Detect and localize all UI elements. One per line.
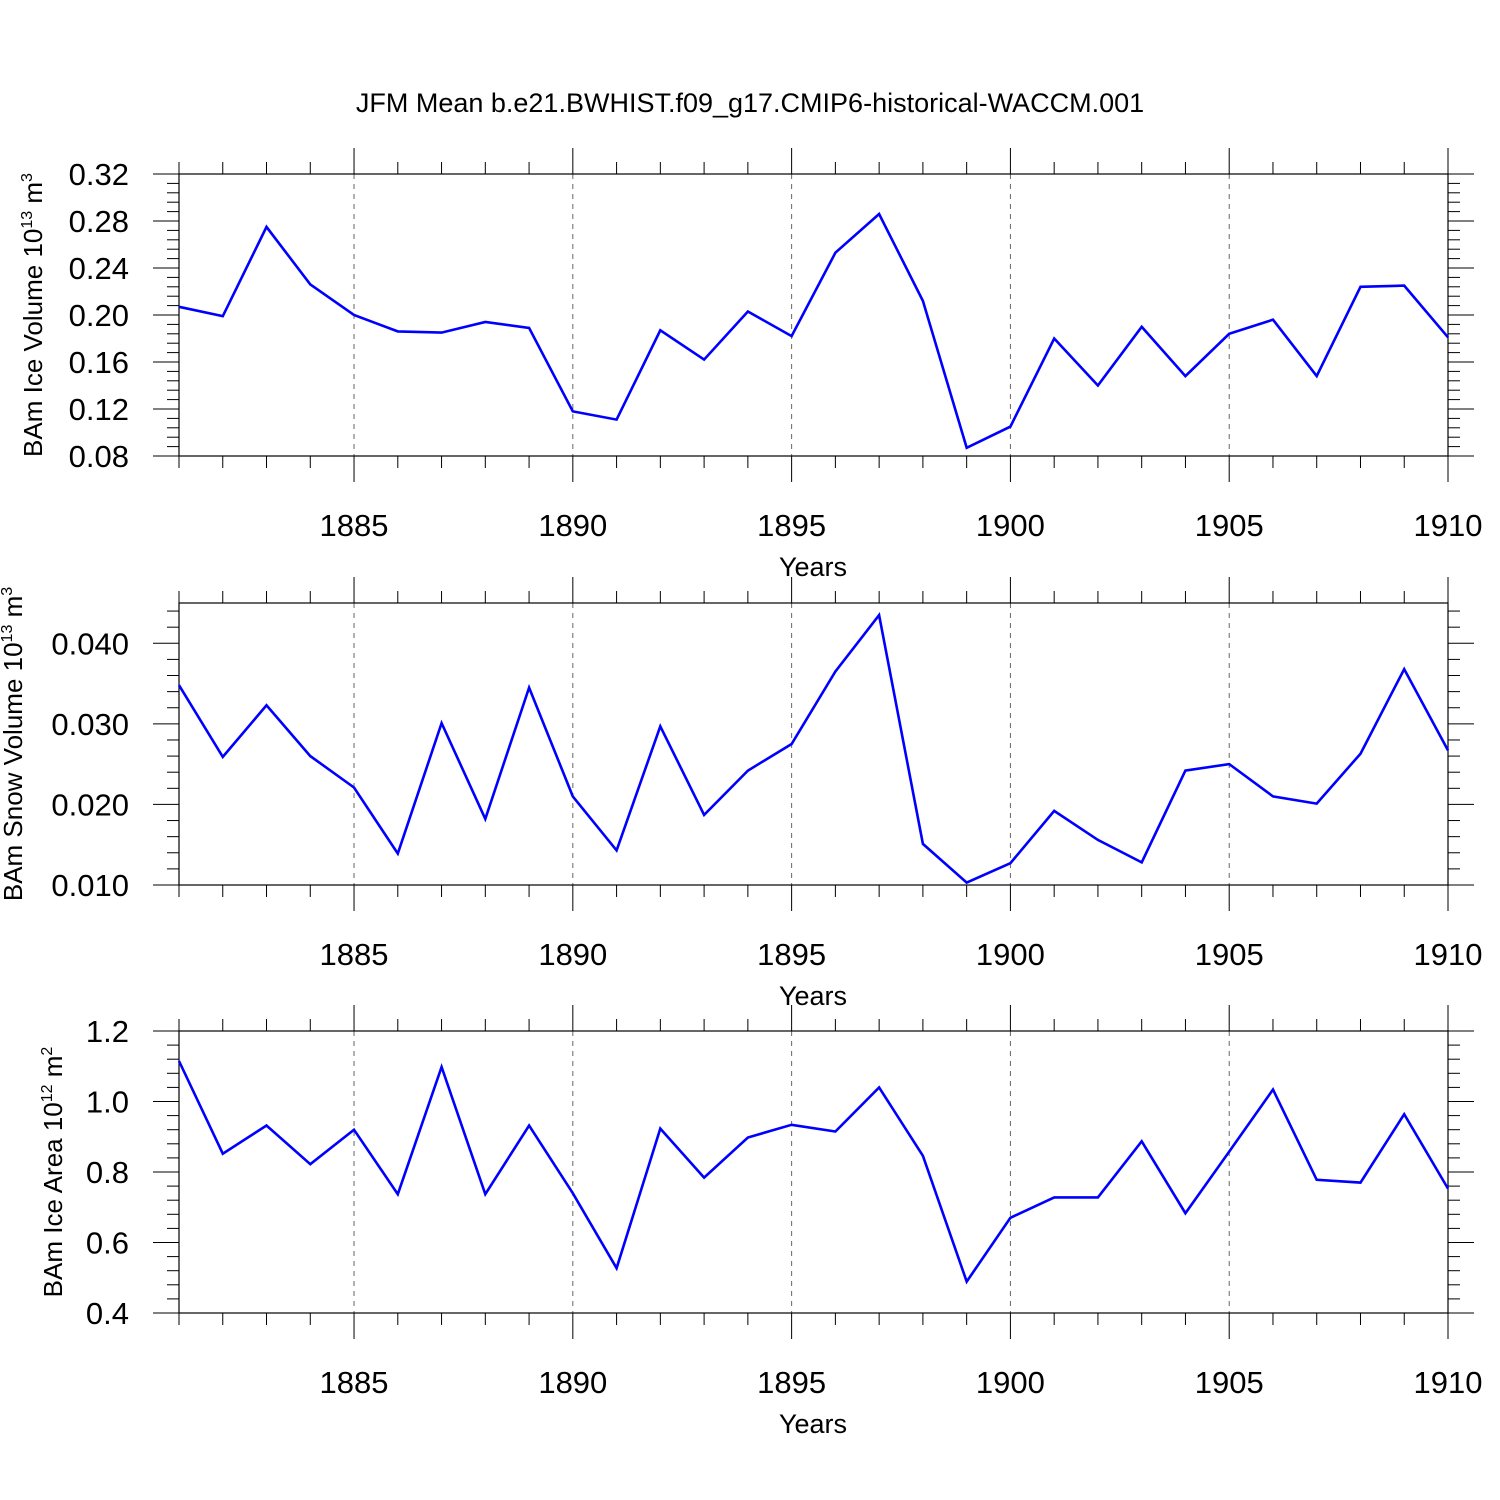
chart-2-x-tick-label-1890: 1890 — [538, 1365, 607, 1400]
chart-1-plot-frame — [178, 602, 1449, 886]
chart-0-x-tick-label-1885: 1885 — [320, 508, 389, 543]
chart-2-x-tick-label-1895: 1895 — [757, 1365, 826, 1400]
chart-1-y-tick-label-0.010: 0.010 — [51, 868, 129, 903]
chart-1-y-axis-label: BAm Snow Volume 1013 m3 — [0, 587, 28, 901]
chart-0-y-tick-label-0.32: 0.32 — [69, 157, 129, 192]
chart-0-x-tick-label-1910: 1910 — [1414, 508, 1483, 543]
chart-1-y-tick-label-0.040: 0.040 — [51, 626, 129, 661]
chart-0-y-tick-label-0.24: 0.24 — [69, 251, 129, 286]
snow-volume-panel: 1885 1890 1895 1900 1905 1910 Years 0.010 0.020 0… — [0, 577, 1482, 1011]
chart-2-y-tick-label-0.8: 0.8 — [86, 1155, 129, 1190]
chart-0-series-line — [178, 211, 1449, 450]
chart-1-x-tick-label-1900: 1900 — [976, 937, 1045, 972]
chart-0-x-tick-label-1905: 1905 — [1195, 508, 1264, 543]
ice-volume-panel: 1885 1890 1895 1900 1905 1910 Years 0.08 0.12 0.1… — [18, 148, 1482, 582]
chart-1-x-tick-label-1910: 1910 — [1414, 937, 1483, 972]
chart-1-x-tick-label-1885: 1885 — [320, 937, 389, 972]
chart-2-y-tick-label-1.0: 1.0 — [86, 1085, 129, 1120]
chart-2-x-tick-label-1885: 1885 — [320, 1365, 389, 1400]
chart-2-y-tick-label-1.2: 1.2 — [86, 1014, 129, 1049]
chart-1-x-tick-label-1890: 1890 — [538, 937, 607, 972]
chart-2-y-axis-label: BAm Ice Area 1012 m2 — [38, 1047, 68, 1298]
chart-2-x-tick-label-1910: 1910 — [1414, 1365, 1483, 1400]
chart-2-x-tick-label-1900: 1900 — [976, 1365, 1045, 1400]
chart-0-y-tick-label-0.20: 0.20 — [69, 298, 129, 333]
chart-0-x-axis-label: Years — [779, 552, 847, 582]
chart-1-x-axis-label: Years — [779, 981, 847, 1011]
chart-2-y-tick-label-0.6: 0.6 — [86, 1226, 129, 1261]
ice-area-panel: 1885 1890 1895 1900 1905 1910 Years 0.4 0.6 0.8 1.… — [38, 1005, 1482, 1439]
chart-2-x-tick-label-1905: 1905 — [1195, 1365, 1264, 1400]
chart-0-y-tick-label-0.16: 0.16 — [69, 345, 129, 380]
chart-2-series-line — [177, 1060, 1450, 1285]
chart-0-y-tick-label-0.28: 0.28 — [69, 204, 129, 239]
chart-0-y-axis-label: BAm Ice Volume 1013 m3 — [18, 173, 48, 457]
chart-2-x-axis-label: Years — [779, 1409, 847, 1439]
chart-title: JFM Mean b.e21.BWHIST.f09_g17.CMIP6-hist… — [356, 88, 1144, 118]
chart-0-x-tick-label-1900: 1900 — [976, 508, 1045, 543]
chart-0-x-tick-label-1890: 1890 — [538, 508, 607, 543]
chart-2-plot-frame — [178, 1030, 1449, 1314]
chart-0-plot-frame — [178, 173, 1449, 457]
chart-1-x-tick-label-1905: 1905 — [1195, 937, 1264, 972]
chart-1-y-tick-label-0.030: 0.030 — [51, 707, 129, 742]
chart-0-y-tick-label-0.12: 0.12 — [69, 392, 129, 427]
chart-1-x-tick-label-1895: 1895 — [757, 937, 826, 972]
chart-2-y-tick-label-0.4: 0.4 — [86, 1296, 129, 1331]
chart-0-x-tick-label-1895: 1895 — [757, 508, 826, 543]
chart-1-series-line — [177, 612, 1450, 885]
chart-1-y-tick-label-0.020: 0.020 — [51, 787, 129, 822]
chart-0-y-tick-label-0.08: 0.08 — [69, 439, 129, 474]
